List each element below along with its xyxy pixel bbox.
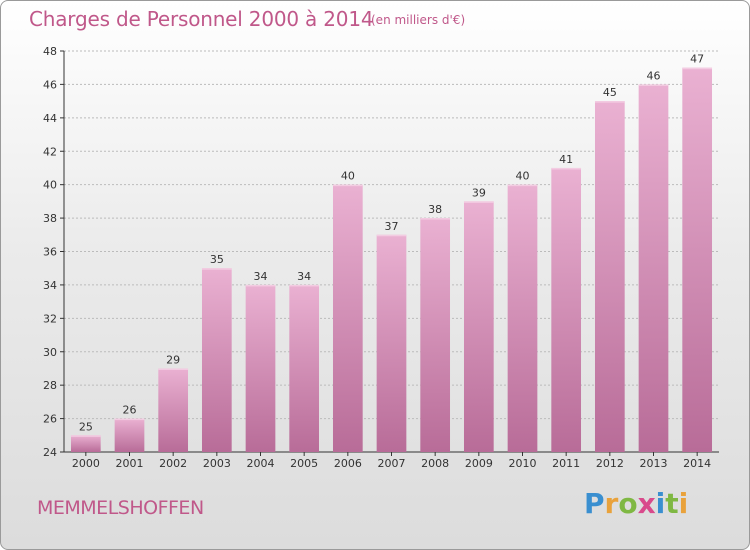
bar	[245, 284, 276, 452]
proxiti-logo: Proxiti	[584, 487, 689, 520]
bar	[114, 418, 145, 452]
x-tick-label: 2006	[334, 457, 362, 470]
bar	[289, 284, 320, 452]
x-tick-label: 2004	[247, 457, 275, 470]
bar	[376, 234, 407, 452]
commune-name: MEMMELSHOFFEN	[37, 497, 204, 519]
bar-highlight	[201, 268, 232, 270]
bar	[638, 84, 669, 453]
bar-highlight	[158, 368, 189, 370]
data-label: 37	[385, 220, 399, 233]
y-tick-label: 44	[43, 112, 57, 125]
x-tick-label: 2012	[596, 457, 624, 470]
bar-highlight	[289, 284, 320, 287]
x-tick-label: 2014	[683, 457, 711, 470]
y-tick-label: 46	[43, 78, 57, 91]
data-label: 40	[341, 170, 355, 183]
y-tick-label: 30	[43, 346, 57, 359]
y-tick-label: 34	[43, 279, 57, 292]
data-label: 34	[254, 270, 268, 283]
chart-title: Charges de Personnel 2000 à 2014	[29, 7, 374, 31]
bar-highlight	[638, 84, 669, 86]
y-tick-label: 42	[43, 145, 57, 158]
data-label: 34	[297, 270, 311, 283]
bar-highlight	[682, 67, 713, 70]
bar	[420, 218, 451, 452]
y-tick-label: 24	[43, 446, 57, 459]
y-tick-label: 32	[43, 312, 57, 325]
data-label: 46	[647, 69, 661, 82]
x-tick-label: 2007	[378, 457, 406, 470]
bar	[463, 201, 494, 452]
bar-highlight	[507, 184, 538, 187]
y-tick-label: 40	[43, 179, 57, 192]
bar-highlight	[114, 418, 145, 421]
bar-highlight	[594, 101, 625, 103]
data-label: 41	[559, 153, 573, 166]
bar-highlight	[70, 435, 101, 437]
data-label: 39	[472, 186, 486, 199]
y-tick-label: 28	[43, 379, 57, 392]
x-tick-label: 2003	[203, 457, 231, 470]
y-tick-label: 48	[43, 45, 57, 58]
bar-highlight	[420, 218, 451, 220]
chart-subtitle: (en milliers d'€)	[371, 13, 466, 27]
bar	[201, 268, 232, 452]
bar	[594, 101, 625, 452]
x-tick-label: 2000	[72, 457, 100, 470]
data-label: 38	[428, 203, 442, 216]
x-tick-label: 2008	[421, 457, 449, 470]
data-label: 26	[123, 404, 137, 417]
y-tick-label: 36	[43, 246, 57, 259]
bar	[70, 435, 101, 452]
bar-highlight	[332, 184, 363, 187]
bar-highlight	[245, 284, 276, 287]
bar	[332, 184, 363, 452]
data-label: 45	[603, 86, 617, 99]
x-tick-label: 2001	[116, 457, 144, 470]
x-tick-label: 2010	[509, 457, 537, 470]
data-label: 35	[210, 253, 224, 266]
x-tick-label: 2005	[290, 457, 318, 470]
y-tick-label: 26	[43, 413, 57, 426]
data-label: 40	[516, 170, 530, 183]
data-label: 29	[166, 353, 180, 366]
y-tick-label: 38	[43, 212, 57, 225]
bar	[507, 184, 538, 452]
x-tick-label: 2009	[465, 457, 493, 470]
bar-highlight	[551, 167, 582, 170]
x-tick-label: 2013	[640, 457, 668, 470]
x-tick-label: 2002	[159, 457, 187, 470]
bar	[551, 167, 582, 453]
bar-highlight	[463, 201, 494, 203]
x-tick-label: 2011	[552, 457, 580, 470]
bar	[682, 67, 713, 452]
bar	[158, 368, 189, 452]
data-label: 47	[690, 53, 704, 66]
bar-highlight	[376, 234, 407, 237]
data-label: 25	[79, 420, 93, 433]
